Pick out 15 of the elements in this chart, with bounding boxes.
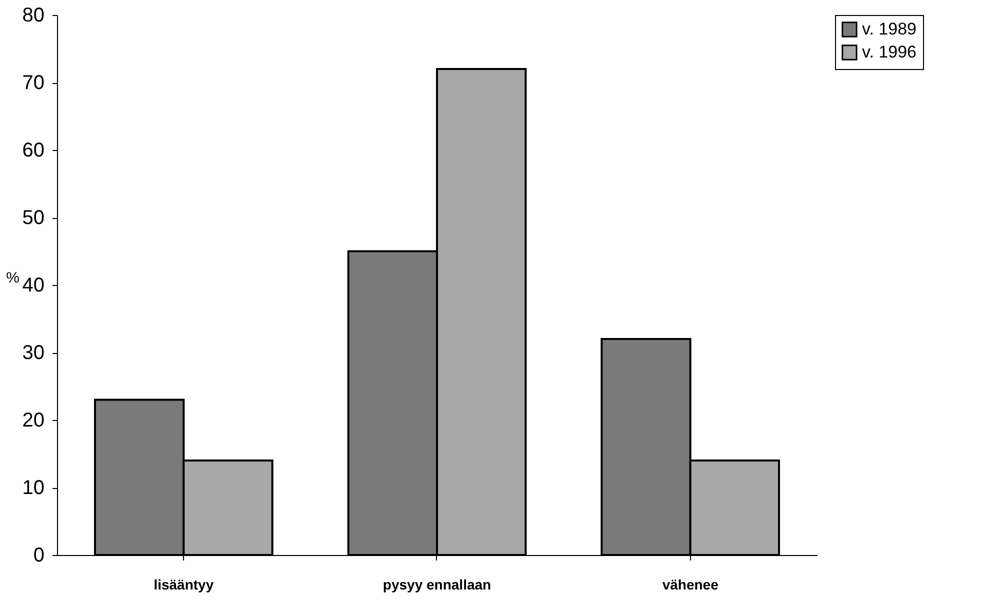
legend-label: v. 1989 — [862, 20, 917, 38]
y-axis-title: % — [6, 270, 20, 286]
y-tick-label: 70 — [22, 72, 44, 94]
legend-label: v. 1996 — [862, 42, 917, 62]
y-tick-label: 30 — [22, 342, 44, 364]
y-tick-label: 60 — [22, 140, 44, 162]
y-tick-label: 0 — [33, 544, 44, 566]
x-tick-label: lisääntyy — [154, 576, 214, 592]
y-tick-label: 20 — [22, 410, 44, 432]
x-tick-label: vähenee — [662, 576, 719, 592]
y-tick-label: 50 — [22, 207, 44, 229]
y-tick-label: 40 — [22, 274, 44, 296]
y-tick-label: 80 — [22, 4, 44, 26]
x-tick-label: pysyy ennallaan — [382, 576, 492, 592]
y-tick-label: 10 — [22, 477, 44, 499]
